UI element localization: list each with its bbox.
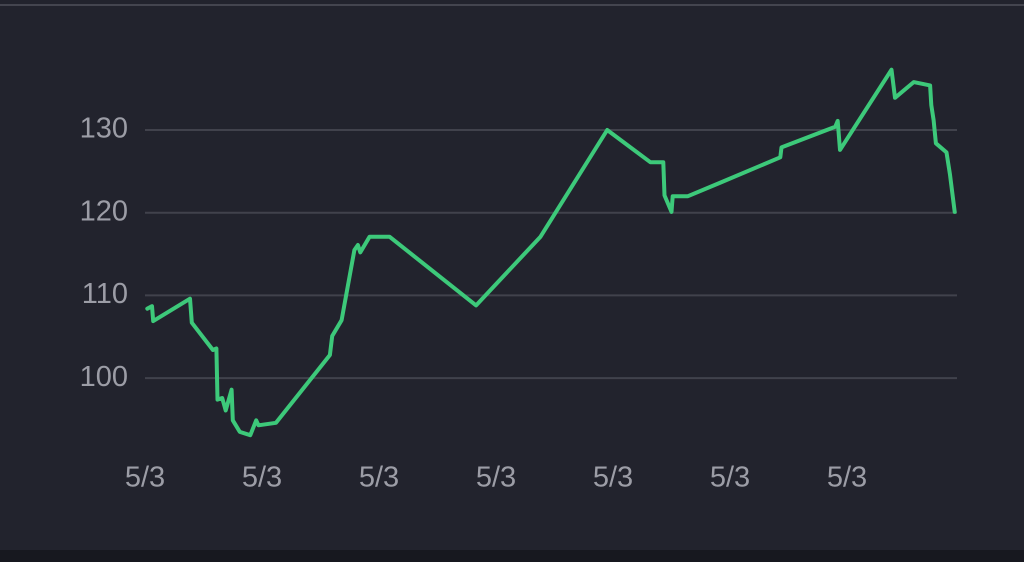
y-tick-label: 120 bbox=[80, 195, 128, 227]
bottom-band bbox=[0, 550, 1024, 562]
y-tick-label: 110 bbox=[82, 278, 128, 310]
x-tick-label: 5/3 bbox=[359, 462, 399, 494]
x-tick-label: 5/3 bbox=[710, 462, 750, 494]
x-tick-label: 5/3 bbox=[827, 462, 867, 494]
x-tick-label: 5/3 bbox=[125, 462, 165, 494]
y-tick-label: 100 bbox=[80, 361, 128, 393]
x-tick-label: 5/3 bbox=[593, 462, 633, 494]
x-tick-label: 5/3 bbox=[242, 462, 282, 494]
line bbox=[145, 67, 957, 438]
x-tick-label: 5/3 bbox=[476, 462, 516, 494]
y-tick-label: 130 bbox=[80, 113, 128, 145]
